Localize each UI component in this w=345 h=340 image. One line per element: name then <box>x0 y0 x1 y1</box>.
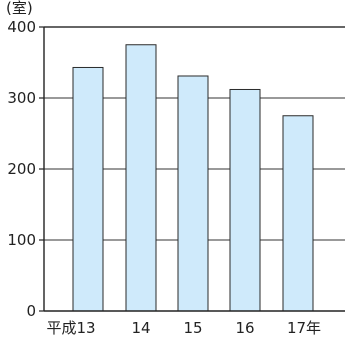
bar-1 <box>125 44 157 312</box>
y-tick-labels: 0 100 200 300 400 <box>7 18 36 320</box>
x-tick-label-2: 15 <box>183 319 202 337</box>
bar-0 <box>72 66 104 312</box>
y-tick-label-400: 400 <box>7 18 36 36</box>
y-tick-label-0: 0 <box>26 302 36 320</box>
y-tick-label-300: 300 <box>7 89 36 107</box>
bar-3 <box>229 88 261 312</box>
y-tick-label-200: 200 <box>7 160 36 178</box>
x-tick-label-3: 16 <box>235 319 254 337</box>
axes <box>39 26 345 312</box>
y-axis-unit-label: (室) <box>6 0 33 17</box>
x-tick-label-4: 17年 <box>287 319 321 337</box>
bar-4 <box>282 115 314 312</box>
x-tick-label-1: 14 <box>131 319 150 337</box>
y-tick-label-100: 100 <box>7 231 36 249</box>
bars <box>72 44 314 312</box>
x-tick-label-0: 平成13 <box>46 319 95 337</box>
bar-2 <box>177 75 209 312</box>
x-tick-labels: 平成13 14 15 16 17年 <box>46 319 321 337</box>
